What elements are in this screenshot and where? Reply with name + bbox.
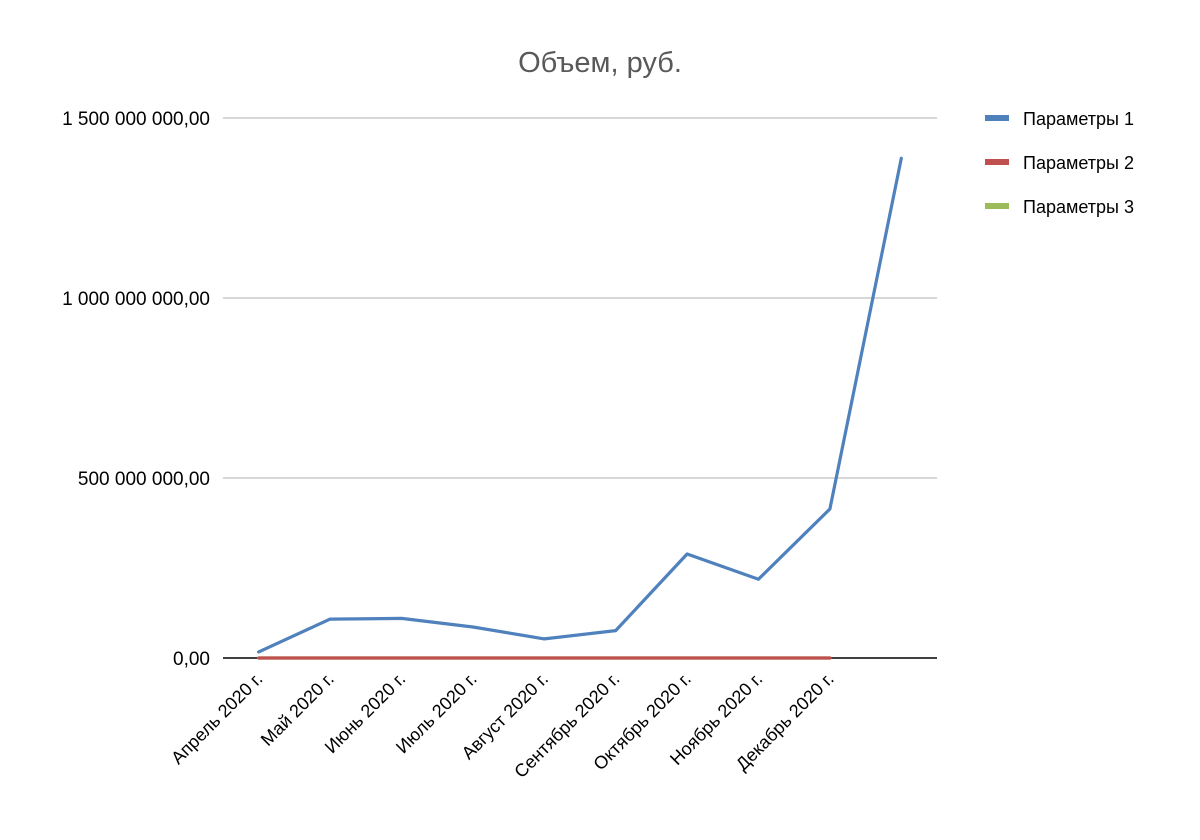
y-axis: 0,00 500 000 000,00 1 000 000 000,00 1 500 … <box>62 109 210 670</box>
series-layer <box>257 156 903 660</box>
grid-layer <box>223 117 937 659</box>
legend-swatch <box>985 159 1009 165</box>
series-line <box>257 156 903 654</box>
legend-label: Параметры 1 <box>1023 109 1134 129</box>
y-tick-label: 0,00 <box>173 649 210 670</box>
legend-label: Параметры 3 <box>1023 197 1134 217</box>
legend-swatch <box>985 203 1009 209</box>
y-tick-label: 500 000 000,00 <box>78 469 210 490</box>
x-axis: Апрель 2020 г.Май 2020 г.Июнь 2020 г.Июл… <box>167 669 838 782</box>
x-tick-label: Апрель 2020 г. <box>167 669 266 768</box>
legend: Параметры 1 Параметры 2 Параметры 3 <box>985 109 1134 217</box>
legend-swatch <box>985 115 1009 121</box>
y-tick-label: 1 000 000 000,00 <box>62 289 210 310</box>
legend-label: Параметры 2 <box>1023 153 1134 173</box>
y-tick-label: 1 500 000 000,00 <box>62 109 210 130</box>
chart-title: Объем, руб. <box>518 47 682 79</box>
